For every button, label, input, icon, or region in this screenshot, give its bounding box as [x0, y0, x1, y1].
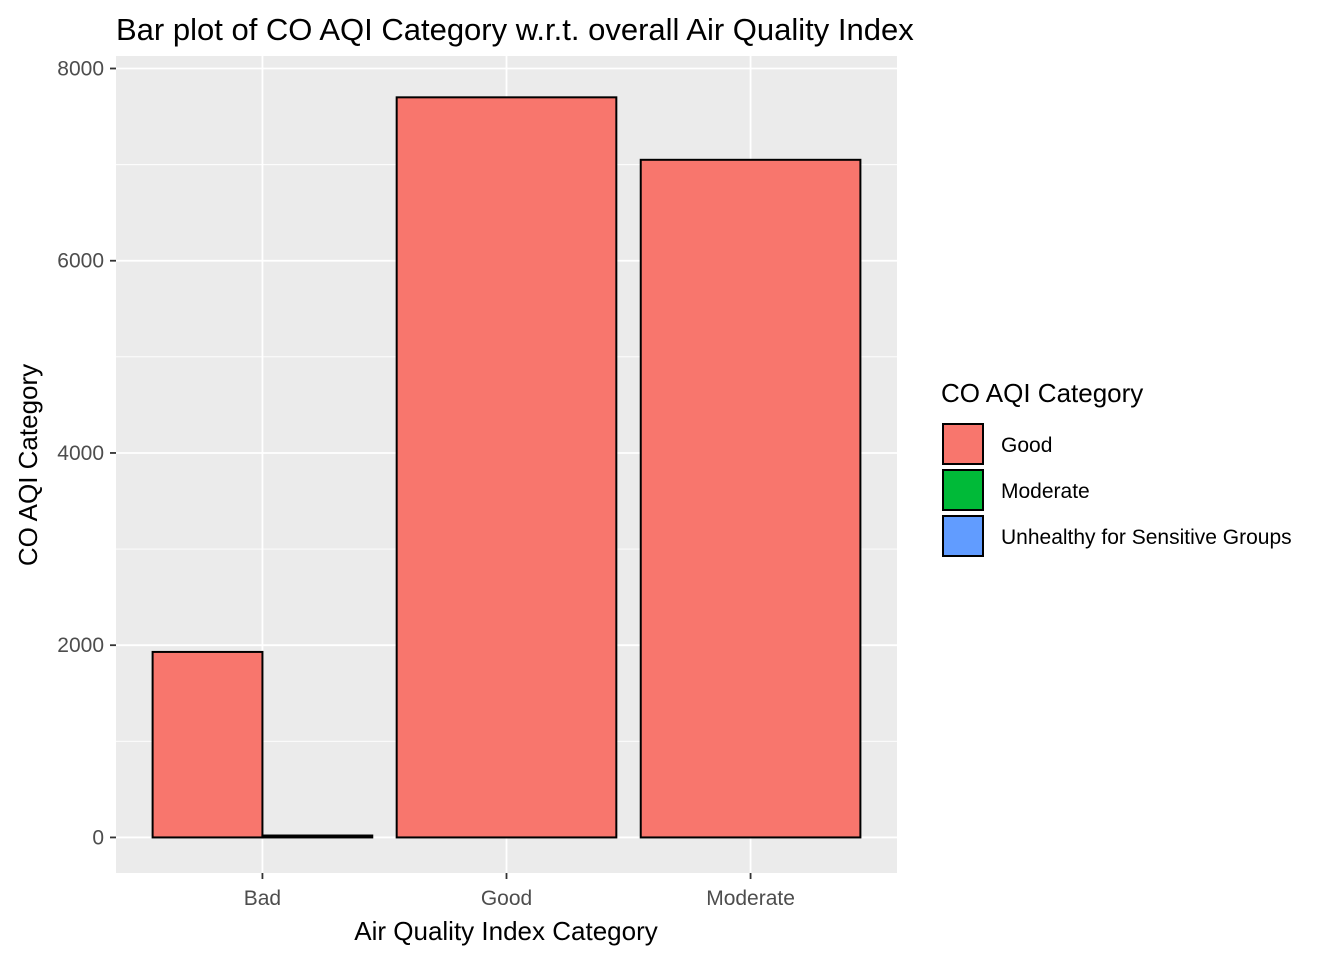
- x-tick-label: Bad: [244, 887, 281, 910]
- bar-good-good: [395, 96, 618, 839]
- bar-bad-moderate: [261, 834, 374, 839]
- legend-swatch: [942, 423, 984, 465]
- chart-title: Bar plot of CO AQI Category w.r.t. overa…: [116, 12, 914, 47]
- y-tick-label: 4000: [57, 442, 104, 465]
- legend: CO AQI Category Good Moderate Unhealthy fo…: [941, 378, 1292, 557]
- x-axis: Bad Good Moderate: [244, 873, 795, 910]
- y-tick-label: 2000: [57, 634, 104, 657]
- bar-bad-good: [151, 650, 264, 839]
- y-tick-label: 8000: [57, 57, 104, 80]
- legend-swatch: [942, 469, 984, 511]
- x-axis-title: Air Quality Index Category: [354, 916, 657, 946]
- y-axis-title: CO AQI Category: [13, 364, 43, 566]
- legend-swatch: [942, 515, 984, 557]
- bars: [151, 96, 862, 839]
- legend-label: Good: [1001, 434, 1052, 457]
- y-tick-label: 0: [92, 826, 104, 849]
- y-tick-label: 6000: [57, 250, 104, 273]
- bar-moderate-good: [639, 158, 862, 839]
- legend-title: CO AQI Category: [941, 378, 1143, 408]
- legend-label: Moderate: [1001, 480, 1090, 503]
- x-tick-label: Good: [481, 887, 532, 910]
- legend-label: Unhealthy for Sensitive Groups: [1001, 526, 1292, 549]
- y-axis: 0 2000 4000 6000 8000: [57, 57, 116, 849]
- x-tick-label: Moderate: [706, 887, 795, 910]
